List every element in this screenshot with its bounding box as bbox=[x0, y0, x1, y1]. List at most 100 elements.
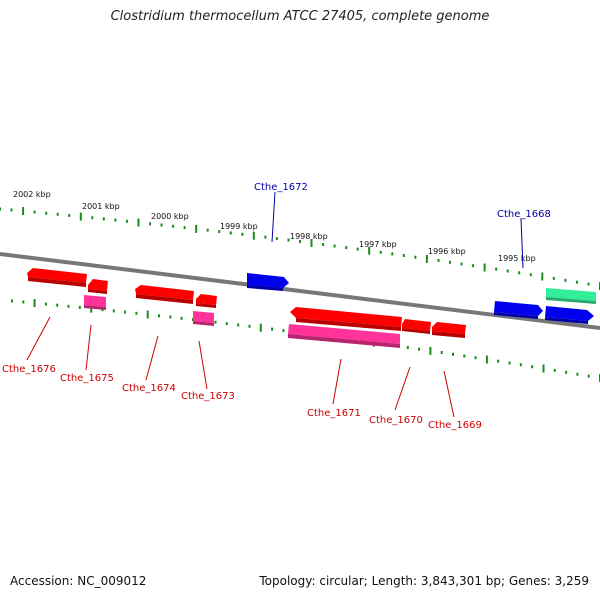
inner-tick-minor bbox=[135, 311, 138, 315]
outer-tick-minor bbox=[102, 217, 105, 221]
inner-tick-minor bbox=[565, 370, 568, 374]
outer-tick-minor bbox=[449, 260, 451, 264]
gene-cthe-1672 bbox=[247, 273, 289, 291]
outer-ticks bbox=[0, 207, 600, 290]
outer-tick-minor bbox=[575, 280, 578, 284]
inner-tick-minor bbox=[452, 352, 454, 356]
genome-summary: Topology: circular; Length: 3,843,301 bp… bbox=[259, 574, 589, 588]
inner-tick-minor bbox=[587, 374, 590, 378]
inner-tick-major bbox=[259, 323, 262, 332]
kbp-label-1999: 1999 kbp bbox=[220, 222, 258, 231]
outer-tick-minor bbox=[414, 255, 417, 259]
inner-tick-minor bbox=[508, 361, 511, 365]
inner-tick-minor bbox=[237, 323, 240, 327]
inner-tick-minor bbox=[44, 302, 47, 306]
inner-tick-minor bbox=[440, 351, 443, 354]
outer-tick-minor bbox=[345, 246, 348, 250]
inner-tick-minor bbox=[56, 303, 59, 307]
outer-tick-major bbox=[310, 239, 313, 247]
gene-label-cthe-1675: Cthe_1675 bbox=[60, 373, 114, 384]
outer-tick-minor bbox=[322, 243, 325, 246]
inner-tick-minor bbox=[225, 322, 228, 326]
outer-tick-major bbox=[137, 218, 140, 227]
inner-tick-minor bbox=[214, 320, 217, 324]
gene-cthe-1667-green bbox=[546, 288, 596, 304]
outer-tick-minor bbox=[552, 276, 555, 280]
outer-tick-minor bbox=[437, 259, 440, 262]
gene-cthe-1670 bbox=[402, 319, 431, 334]
outer-tick-minor bbox=[91, 216, 94, 220]
inner-tick-minor bbox=[519, 363, 522, 367]
genes bbox=[27, 268, 596, 348]
gene-cthe-1675-cds bbox=[88, 279, 108, 294]
kbp-label-1998: 1998 kbp bbox=[290, 232, 328, 241]
outer-tick-minor bbox=[149, 222, 151, 226]
inner-tick-major bbox=[33, 299, 36, 308]
outer-tick-minor bbox=[529, 273, 532, 277]
kbp-label-1997: 1997 kbp bbox=[359, 240, 397, 249]
leader-cthe-1673 bbox=[198, 340, 208, 390]
inner-tick-minor bbox=[112, 309, 115, 313]
outer-tick-major bbox=[22, 207, 25, 216]
gene-label-cthe-1672: Cthe_1672 bbox=[254, 182, 308, 193]
outer-tick-minor bbox=[356, 247, 359, 251]
outer-tick-major bbox=[541, 272, 544, 281]
kbp-label-2001: 2001 kbp bbox=[82, 202, 120, 211]
inner-tick-minor bbox=[124, 310, 127, 314]
gene-cthe-1668 bbox=[494, 301, 543, 319]
inner-tick-minor bbox=[406, 346, 409, 349]
outer-tick-minor bbox=[206, 228, 209, 232]
outer-tick-minor bbox=[506, 269, 509, 273]
inner-tick-major bbox=[146, 310, 149, 319]
inner-tick-minor bbox=[22, 300, 25, 304]
outer-tick-minor bbox=[379, 250, 382, 254]
inner-tick-minor bbox=[11, 299, 13, 303]
gene-label-cthe-1671: Cthe_1671 bbox=[307, 408, 361, 419]
outer-tick-minor bbox=[241, 232, 244, 236]
outer-tick-minor bbox=[264, 235, 267, 239]
leader-cthe-1670 bbox=[394, 366, 411, 411]
kbp-labels: 2002 kbp 2001 kbp 2000 kbp 1999 kbp 1998… bbox=[13, 190, 536, 263]
outer-tick-minor bbox=[391, 252, 394, 256]
outer-tick-major bbox=[425, 254, 428, 263]
kbp-label-2000: 2000 kbp bbox=[151, 212, 189, 221]
outer-tick-minor bbox=[33, 210, 36, 214]
outer-tick-minor bbox=[0, 207, 1, 211]
outer-tick-minor bbox=[172, 224, 175, 228]
kbp-label-2002: 2002 kbp bbox=[13, 190, 51, 199]
gene-label-cthe-1676: Cthe_1676 bbox=[2, 364, 56, 375]
inner-tick-minor bbox=[180, 316, 183, 320]
inner-tick-minor bbox=[282, 329, 285, 333]
gene-labels: Cthe_1676 Cthe_1675 Cthe_1674 Cthe_1673 … bbox=[2, 182, 551, 431]
gene-cthe-1669 bbox=[432, 322, 466, 338]
gene-cthe-1676 bbox=[27, 268, 87, 287]
outer-tick-minor bbox=[183, 226, 186, 230]
inner-tick-minor bbox=[67, 304, 70, 308]
inner-tick-major bbox=[542, 364, 545, 373]
inner-tick-major bbox=[485, 355, 488, 364]
outer-tick-minor bbox=[229, 231, 232, 235]
outer-tick-minor bbox=[10, 208, 13, 212]
outer-tick-major bbox=[252, 231, 255, 240]
outer-tick-major bbox=[483, 263, 486, 272]
outer-tick-minor bbox=[125, 219, 128, 223]
gene-label-cthe-1674: Cthe_1674 bbox=[122, 383, 176, 394]
inner-tick-minor bbox=[531, 365, 534, 369]
outer-tick-minor bbox=[460, 262, 463, 266]
leader-cthe-1671 bbox=[332, 358, 342, 405]
genome-backbone bbox=[0, 252, 600, 330]
outer-tick-minor bbox=[402, 254, 405, 257]
inner-tick-minor bbox=[169, 315, 172, 319]
gene-label-cthe-1673: Cthe_1673 bbox=[181, 391, 235, 402]
kbp-label-1995: 1995 kbp bbox=[498, 254, 536, 263]
outer-tick-minor bbox=[45, 211, 48, 215]
inner-tick-minor bbox=[576, 372, 579, 376]
inner-tick-minor bbox=[497, 359, 500, 363]
inner-tick-minor bbox=[101, 308, 104, 312]
outer-tick-minor bbox=[275, 237, 278, 241]
gene-label-cthe-1670: Cthe_1670 bbox=[369, 415, 423, 426]
inner-tick-minor bbox=[553, 368, 556, 372]
inner-tick-minor bbox=[191, 318, 194, 322]
inner-tick-major bbox=[429, 346, 432, 355]
